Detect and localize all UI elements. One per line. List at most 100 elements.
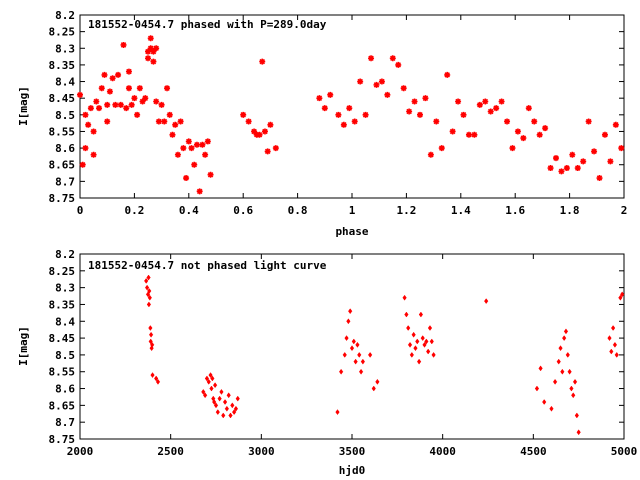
data-points: [77, 35, 625, 195]
x-tick-label: 1.8: [560, 204, 580, 217]
data-point: [221, 412, 226, 419]
data-point: [210, 375, 215, 382]
data-point: [378, 78, 385, 85]
data-point: [375, 378, 380, 385]
data-point: [149, 345, 154, 352]
data-point: [351, 338, 356, 345]
data-point: [125, 68, 132, 75]
data-point: [607, 158, 614, 165]
data-point: [471, 131, 478, 138]
data-point: [147, 35, 154, 42]
data-point: [144, 284, 150, 291]
data-point: [196, 188, 203, 195]
data-point: [87, 105, 94, 112]
y-tick-label: 8.55: [49, 366, 76, 379]
data-point: [212, 399, 217, 405]
data-point: [147, 45, 154, 52]
data-point: [204, 375, 210, 382]
data-point: [416, 358, 422, 365]
x-tick-label: 2000: [67, 445, 94, 458]
data-point: [556, 358, 561, 365]
data-point: [316, 95, 323, 102]
data-point: [256, 131, 263, 138]
data-point: [204, 138, 211, 145]
x-tick-label: 1.4: [451, 204, 471, 217]
x-tick-label: 3000: [248, 445, 275, 458]
y-tick-label: 8.7: [55, 175, 75, 188]
data-point: [429, 338, 434, 345]
data-point: [563, 328, 569, 335]
y-tick-label: 8.4: [55, 76, 75, 89]
data-point: [542, 399, 547, 405]
data-point: [158, 101, 165, 108]
phased-light-curve-panel: 181552-0454.7 phased with P=289.0day pha…: [17, 9, 627, 238]
y-tick-label: 8.25: [49, 265, 76, 278]
data-point: [357, 78, 364, 85]
data-point: [348, 308, 353, 315]
data-point: [520, 135, 527, 142]
data-point: [357, 351, 362, 358]
data-point: [549, 405, 554, 412]
plot-title: 181552-0454.7 not phased light curve: [88, 259, 327, 272]
data-point: [321, 105, 328, 112]
data-point: [531, 118, 538, 125]
data-point: [569, 385, 574, 392]
data-point: [144, 277, 149, 284]
y-tick-label: 8.2: [55, 248, 75, 261]
data-point: [415, 338, 420, 345]
data-point: [96, 105, 103, 112]
data-point: [351, 118, 358, 125]
data-point: [553, 155, 559, 162]
data-point: [185, 138, 192, 145]
y-tick-label: 8.65: [49, 399, 76, 412]
data-point: [155, 378, 161, 385]
data-point: [509, 145, 516, 152]
data-point: [155, 118, 162, 125]
data-point: [560, 368, 565, 375]
data-point: [146, 301, 152, 308]
data-point: [355, 341, 360, 348]
x-tick-label: 1.6: [505, 204, 525, 217]
data-point: [335, 409, 340, 416]
data-point: [418, 311, 424, 318]
data-point: [148, 331, 154, 338]
x-tick-label: 4500: [520, 445, 547, 458]
data-point: [562, 335, 567, 342]
data-point: [136, 85, 143, 92]
x-axis-label: hjd0: [339, 464, 366, 477]
data-point: [460, 111, 467, 118]
data-point: [346, 105, 353, 112]
data-point: [267, 121, 274, 128]
data-point: [612, 341, 618, 348]
data-point: [153, 45, 160, 52]
data-point: [191, 161, 198, 168]
data-point: [607, 335, 612, 342]
data-point: [438, 145, 445, 152]
data-point: [215, 409, 220, 416]
data-point: [148, 325, 153, 331]
data-point: [407, 341, 413, 348]
data-point: [427, 325, 433, 331]
data-point: [580, 158, 587, 165]
data-point: [259, 58, 266, 65]
data-point: [618, 294, 623, 301]
data-point: [150, 48, 157, 55]
data-point: [226, 392, 231, 399]
data-point: [400, 85, 407, 92]
data-point: [199, 141, 206, 148]
data-point: [611, 325, 616, 331]
data-point: [384, 91, 391, 98]
plot-title: 181552-0454.7 phased with P=289.0day: [88, 18, 327, 31]
y-tick-label: 8.65: [49, 159, 76, 172]
data-point: [128, 101, 135, 108]
data-point: [177, 118, 184, 125]
data-point: [335, 111, 342, 118]
data-point: [166, 111, 173, 118]
data-point: [339, 368, 344, 375]
data-point: [558, 168, 565, 175]
y-tick-label: 8.35: [49, 298, 76, 311]
data-point: [98, 85, 105, 92]
data-point: [169, 131, 176, 138]
y-tick-label: 8.7: [55, 416, 75, 429]
